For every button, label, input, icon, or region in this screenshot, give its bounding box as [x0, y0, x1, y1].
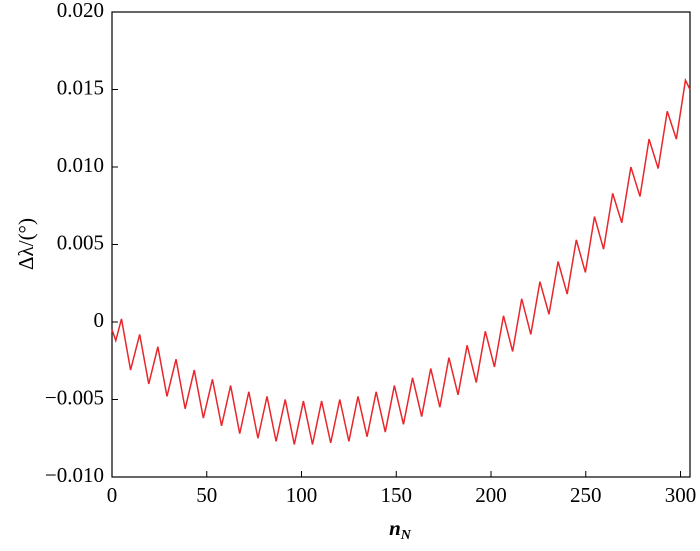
plot-frame [111, 11, 691, 478]
y-tick-label: 0.010 [57, 153, 104, 177]
y-tick-label: 0.020 [57, 0, 104, 22]
y-tick-label: −0.005 [45, 385, 104, 409]
y-tick-label: 0.015 [57, 75, 104, 99]
x-tick-label: 50 [196, 483, 217, 507]
y-tick-label: 0 [94, 308, 105, 332]
x-tick-label: 100 [286, 483, 318, 507]
x-tick-label: 200 [475, 483, 507, 507]
y-tick-label: −0.010 [45, 463, 104, 487]
y-tick-label: 0.005 [57, 230, 104, 254]
x-tick-label: 0 [107, 483, 118, 507]
x-axis-label-main: n [389, 516, 401, 540]
y-axis-label: Δλ/(°) [14, 218, 38, 270]
data-line [111, 77, 691, 445]
x-tick-label: 150 [381, 483, 413, 507]
x-axis-label-sub: N [400, 528, 412, 543]
x-tick-label: 300 [665, 483, 697, 507]
x-axis-label: nN [389, 516, 412, 543]
x-tick-label: 250 [570, 483, 602, 507]
